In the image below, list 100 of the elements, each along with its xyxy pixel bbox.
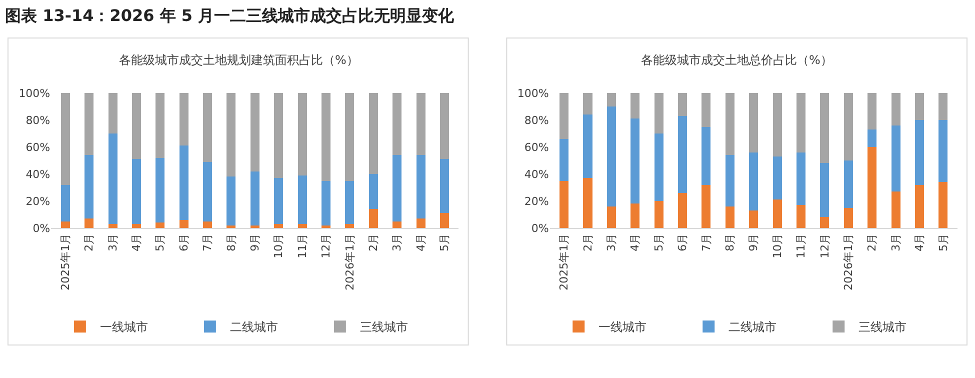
x-tick-label: 12月 [320, 233, 333, 258]
bar [368, 209, 378, 228]
y-tick-label: 60% [524, 140, 549, 154]
bar [938, 182, 948, 228]
legend-label: 二线城市 [230, 320, 278, 334]
chart-title: 各能级城市成交土地规划建筑面积占比（%） [119, 53, 358, 67]
bar [630, 93, 640, 119]
bar [796, 93, 806, 152]
bar [678, 93, 688, 116]
bar [702, 93, 711, 127]
x-tick-label: 3月 [106, 233, 120, 252]
bar [560, 180, 569, 228]
bar [108, 134, 118, 224]
bar [416, 93, 426, 156]
bar [322, 225, 331, 228]
bar [938, 120, 948, 182]
x-tick-label: 6月 [676, 233, 690, 252]
bar [796, 152, 806, 206]
x-tick-label: 4月 [130, 233, 144, 252]
x-tick-label: 2026年1月 [343, 233, 356, 290]
bar [583, 93, 592, 115]
x-tick-label: 7月 [700, 233, 713, 252]
x-tick-label: 10月 [770, 233, 784, 258]
bar [416, 218, 426, 228]
bar [84, 93, 94, 156]
x-tick-label: 3月 [889, 233, 902, 252]
x-tick-label: 2025年1月 [58, 233, 72, 290]
bar [132, 224, 141, 228]
bar [60, 93, 70, 185]
bar [630, 118, 640, 204]
bar [868, 93, 877, 130]
bar [368, 174, 378, 210]
bar [392, 221, 402, 228]
bar [203, 93, 212, 162]
bar [298, 224, 307, 228]
x-tick-label: 12月 [818, 233, 832, 258]
bar [440, 213, 450, 228]
x-tick-label: 6月 [177, 233, 190, 252]
bar [891, 125, 900, 192]
bar [891, 93, 900, 126]
x-tick-label: 8月 [724, 233, 736, 252]
x-tick-label: 3月 [605, 233, 618, 252]
legend-label: 三线城市 [360, 320, 408, 334]
bar [60, 221, 70, 228]
bar [772, 93, 782, 156]
y-tick-label: 20% [26, 194, 50, 208]
x-tick-label: 5月 [154, 233, 167, 252]
x-tick-label: 5月 [936, 233, 950, 252]
x-tick-label: 7月 [201, 233, 214, 252]
bar [203, 162, 212, 222]
y-tick-label: 100% [517, 86, 549, 100]
bar [820, 163, 830, 218]
bar [725, 206, 734, 228]
bar [250, 171, 260, 226]
x-tick-label: 4月 [414, 233, 428, 252]
bar [108, 93, 118, 134]
bar [914, 93, 924, 120]
bar [226, 225, 236, 228]
bar [226, 93, 236, 177]
bar [654, 134, 664, 201]
bar [678, 116, 688, 193]
bar [368, 93, 378, 174]
bar [298, 175, 307, 224]
bar [583, 114, 592, 178]
x-tick-label: 10月 [272, 233, 286, 258]
y-tick-label: 40% [524, 168, 549, 181]
x-tick-label: 4月 [913, 233, 926, 252]
bar [345, 93, 354, 181]
y-tick-label: 0% [531, 222, 549, 235]
x-tick-label: 2月 [866, 233, 879, 252]
y-tick-label: 0% [32, 222, 50, 235]
bar [654, 93, 664, 134]
bar [440, 159, 450, 214]
bar [938, 93, 948, 120]
legend-label: 一线城市 [100, 320, 148, 334]
bar [606, 206, 616, 228]
bar [606, 93, 616, 106]
x-tick-label: 5月 [652, 233, 666, 252]
bar [749, 152, 758, 210]
x-tick-label: 9月 [747, 233, 760, 252]
bar [156, 93, 165, 158]
bar [132, 159, 141, 224]
x-tick-label: 2月 [581, 233, 594, 252]
bar [914, 120, 924, 185]
bar [560, 138, 569, 181]
bar [560, 93, 569, 139]
x-tick-label: 3月 [390, 233, 404, 252]
bar [891, 192, 900, 228]
y-tick-label: 40% [26, 168, 50, 181]
bar [725, 93, 734, 156]
bar [844, 160, 853, 208]
bar [345, 224, 354, 228]
bar [250, 225, 260, 228]
bar [606, 106, 616, 206]
bar [630, 204, 640, 228]
y-tick-label: 20% [524, 194, 549, 208]
bar [820, 217, 830, 228]
bar [179, 93, 188, 146]
bar [226, 176, 236, 226]
bar [298, 93, 307, 176]
